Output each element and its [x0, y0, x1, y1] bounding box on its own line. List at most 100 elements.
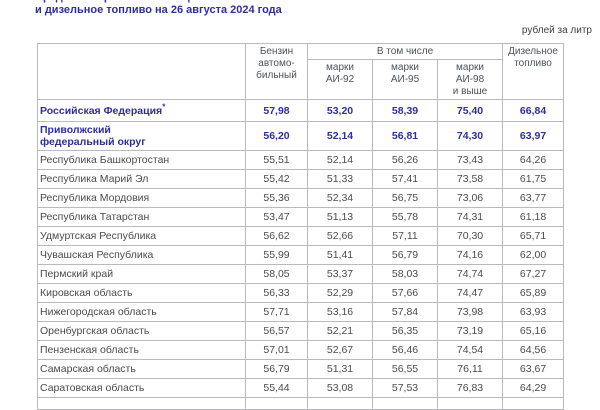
page-title-line1-text: Средние потребительские цены на бензин а… [35, 0, 600, 3]
price-cell: 52,21 [307, 321, 373, 341]
fuel-price-table: Бензин автомо- бильный В том числе Дизел… [37, 43, 565, 410]
header-ai98: марки АИ-98 и выше [436, 59, 504, 100]
price-cell: 51,33 [307, 169, 373, 189]
price-cell: 65,16 [502, 321, 565, 341]
table-row: Саратовская область 55,44 53,08 57,53 76,83 6… [37, 378, 565, 398]
region-name: Кировская область [37, 283, 246, 303]
price-cell: 53,20 [307, 99, 373, 122]
region-name: Пермский край [37, 264, 246, 284]
price-cell: 57,11 [372, 226, 438, 246]
region-name [37, 397, 246, 410]
region-name: Республика Татарстан [37, 207, 246, 227]
price-cell: 51,13 [307, 207, 373, 227]
table-header: Бензин автомо- бильный В том числе Дизел… [37, 43, 565, 100]
price-cell [245, 397, 308, 410]
price-cell: 74,16 [436, 245, 504, 265]
page-title-line2: и дизельное топливо на 26 августа 2024 г… [35, 4, 282, 16]
price-cell: 74,30 [436, 121, 504, 151]
page-title-line1-clipped: Средние потребительские цены на бензин а… [35, 0, 600, 3]
price-cell: 64,29 [502, 378, 565, 398]
price-cell: 56,81 [372, 121, 438, 151]
region-name: Приволжский федеральный округ [37, 121, 246, 151]
price-cell [372, 397, 438, 410]
price-cell: 76,83 [436, 378, 504, 398]
price-cell: 53,37 [307, 264, 373, 284]
price-cell: 51,31 [307, 359, 373, 379]
price-cell: 64,56 [502, 340, 565, 360]
price-cell: 67,27 [502, 264, 565, 284]
price-cell: 55,99 [245, 245, 308, 265]
price-cell: 56,79 [245, 359, 308, 379]
header-ai95: марки АИ-95 [372, 59, 438, 100]
price-cell: 56,46 [372, 340, 438, 360]
header-diesel: Дизельное топливо [502, 43, 565, 100]
price-cell: 57,01 [245, 340, 308, 360]
price-cell: 56,26 [372, 150, 438, 170]
price-cell: 57,84 [372, 302, 438, 322]
price-cell: 56,35 [372, 321, 438, 341]
region-name: Республика Марий Эл [37, 169, 246, 189]
price-cell: 56,20 [245, 121, 308, 151]
table-row: Самарская область 56,79 51,31 56,55 76,11 63,… [37, 359, 565, 379]
price-cell: 53,16 [307, 302, 373, 322]
price-cell: 63,67 [502, 359, 565, 379]
table-row: Нижегородская область 57,71 53,16 57,84 73,9… [37, 302, 565, 322]
price-cell: 61,75 [502, 169, 565, 189]
price-cell: 56,55 [372, 359, 438, 379]
price-cell: 55,44 [245, 378, 308, 398]
price-cell: 58,03 [372, 264, 438, 284]
price-cell: 74,74 [436, 264, 504, 284]
price-cell: 57,71 [245, 302, 308, 322]
price-cell: 62,00 [502, 245, 565, 265]
region-name: Чувашская Республика [37, 245, 246, 265]
region-name: Самарская область [37, 359, 246, 379]
table-row: Республика Мордовия 55,36 52,34 56,75 73,06 6… [37, 188, 565, 208]
table-row: Пермский край 58,05 53,37 58,03 74,74 67,27 [37, 264, 565, 284]
region-name: Оренбургская область [37, 321, 246, 341]
price-cell: 52,66 [307, 226, 373, 246]
price-cell [307, 397, 373, 410]
price-cell: 57,98 [245, 99, 308, 122]
price-cell: 56,33 [245, 283, 308, 303]
region-name: Нижегородская область [37, 302, 246, 322]
price-cell: 73,19 [436, 321, 504, 341]
region-name: Российская Федерация* [37, 99, 246, 122]
table-row: Удмуртская Республика 56,62 52,66 57,11 70,3… [37, 226, 565, 246]
table-row: Республика Татарстан 53,47 51,13 55,78 74,31… [37, 207, 565, 227]
price-cell: 74,47 [436, 283, 504, 303]
price-cell: 75,40 [436, 99, 504, 122]
price-cell: 52,14 [307, 121, 373, 151]
table-row-partial [37, 397, 565, 410]
price-cell: 73,43 [436, 150, 504, 170]
price-cell [436, 397, 504, 410]
price-cell: 56,57 [245, 321, 308, 341]
unit-label: рублей за литр [521, 25, 592, 36]
header-gasoline: Бензин автомо- бильный [245, 43, 308, 100]
price-cell: 55,36 [245, 188, 308, 208]
table-row: Пензенская область 57,01 52,67 56,46 74,54 64… [37, 340, 565, 360]
price-cell: 66,84 [502, 99, 565, 122]
price-cell: 55,42 [245, 169, 308, 189]
price-cell: 76,11 [436, 359, 504, 379]
price-cell: 73,06 [436, 188, 504, 208]
region-name: Удмуртская Республика [37, 226, 246, 246]
table-row: Приволжский федеральный округ 56,20 52,14 5… [37, 121, 565, 151]
price-cell: 63,77 [502, 188, 565, 208]
header-region [37, 43, 246, 100]
price-cell: 63,97 [502, 121, 565, 151]
footnote-mark: * [162, 102, 166, 111]
price-cell: 52,14 [307, 150, 373, 170]
header-including: В том числе [306, 43, 504, 60]
price-cell: 55,78 [372, 207, 438, 227]
price-cell: 56,79 [372, 245, 438, 265]
region-name: Саратовская область [37, 378, 246, 398]
table-row: Чувашская Республика 55,99 51,41 56,79 74,16… [37, 245, 565, 265]
price-cell: 57,66 [372, 283, 438, 303]
table-row: Республика Марий Эл 55,42 51,33 57,41 73,58 6… [37, 169, 565, 189]
region-name: Республика Мордовия [37, 188, 246, 208]
header-ai92: марки АИ-92 [307, 59, 373, 100]
price-cell: 52,29 [307, 283, 373, 303]
price-cell: 63,93 [502, 302, 565, 322]
price-cell: 73,58 [436, 169, 504, 189]
table-row: Российская Федерация* 57,98 53,20 58,39 75,4… [37, 99, 565, 122]
